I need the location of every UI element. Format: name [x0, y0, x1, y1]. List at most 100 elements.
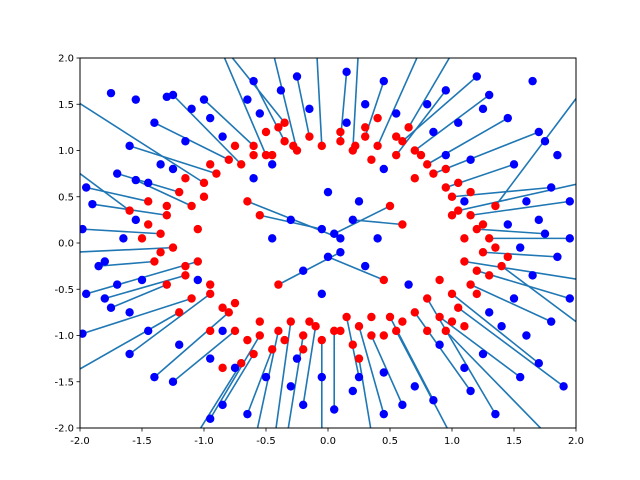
connecting-line [476, 228, 546, 235]
target-points [80, 67, 574, 423]
target-point [379, 409, 388, 419]
source-point [478, 220, 488, 229]
target-point [255, 109, 264, 118]
source-point [351, 141, 360, 151]
target-point [276, 86, 286, 95]
source-point [336, 127, 345, 137]
source-point [472, 224, 481, 234]
source-point [181, 261, 190, 271]
source-point [218, 303, 227, 312]
connecting-line [82, 297, 192, 335]
source-point [224, 155, 233, 164]
source-point [237, 160, 246, 169]
connecting-line [82, 228, 161, 235]
source-point [385, 201, 395, 211]
source-point [249, 150, 258, 160]
connecting-line [414, 94, 490, 152]
target-point [131, 175, 140, 185]
y-tick-label: 0.0 [58, 239, 74, 250]
target-point [491, 409, 500, 419]
target-point [460, 197, 469, 206]
connecting-line [458, 183, 576, 212]
source-point [274, 280, 283, 289]
target-point [516, 243, 525, 252]
source-point [491, 201, 500, 211]
source-point [261, 127, 271, 137]
source-point [187, 201, 196, 211]
target-point [156, 160, 165, 169]
source-point [367, 155, 376, 164]
source-point [385, 312, 395, 322]
source-point [460, 257, 469, 266]
source-point [305, 132, 314, 141]
target-point [534, 127, 543, 137]
target-point [336, 234, 345, 243]
source-point [447, 211, 457, 220]
target-point [379, 368, 388, 377]
source-point [144, 197, 153, 206]
target-point [100, 294, 110, 303]
target-point [168, 164, 178, 174]
target-point [342, 118, 351, 127]
connecting-line [98, 260, 155, 267]
target-point [218, 326, 227, 336]
target-point [106, 88, 116, 98]
connecting-line [451, 293, 540, 364]
source-point [485, 271, 494, 280]
target-point [218, 132, 227, 141]
connecting-line [231, 58, 286, 124]
target-point [317, 224, 326, 234]
target-point [317, 289, 326, 299]
target-point [379, 164, 388, 174]
target-point [299, 400, 308, 410]
connecting-line [287, 335, 304, 428]
target-point [323, 252, 333, 262]
target-point [379, 76, 388, 86]
connecting-line [80, 246, 174, 253]
target-point [466, 155, 475, 164]
target-point [144, 178, 153, 188]
connecting-line [223, 58, 267, 156]
target-point [82, 183, 91, 192]
target-point [559, 382, 568, 391]
target-point [522, 197, 531, 206]
target-point [286, 382, 295, 391]
target-point [361, 100, 370, 109]
target-point [150, 118, 159, 127]
source-point [193, 224, 202, 234]
connecting-line [470, 200, 570, 217]
target-point [565, 294, 574, 303]
source-point [423, 294, 432, 303]
connecting-line [352, 219, 403, 226]
source-point [447, 317, 457, 326]
target-point [503, 220, 512, 229]
connecting-line [129, 145, 217, 175]
target-point [348, 215, 357, 225]
source-point [237, 359, 246, 368]
target-point [206, 414, 215, 423]
connecting-line [445, 330, 542, 428]
source-point [299, 345, 308, 354]
source-point [268, 345, 277, 354]
target-point [243, 95, 252, 104]
connecting-line [80, 102, 205, 184]
connecting-line [104, 274, 186, 300]
connecting-line [358, 358, 372, 428]
connecting-line [302, 326, 317, 405]
target-point [392, 109, 401, 118]
source-point [435, 312, 444, 322]
source-point [466, 187, 475, 197]
x-tick-label: -1.5 [132, 436, 152, 447]
source-point [212, 169, 221, 178]
source-point [317, 335, 326, 345]
target-point [80, 224, 87, 234]
source-point [243, 335, 252, 345]
source-point [441, 183, 450, 192]
connecting-line [153, 311, 230, 378]
source-points [125, 113, 512, 373]
connecting-line [501, 265, 576, 323]
source-point [460, 322, 469, 331]
target-point [485, 90, 494, 100]
target-point [565, 234, 574, 243]
